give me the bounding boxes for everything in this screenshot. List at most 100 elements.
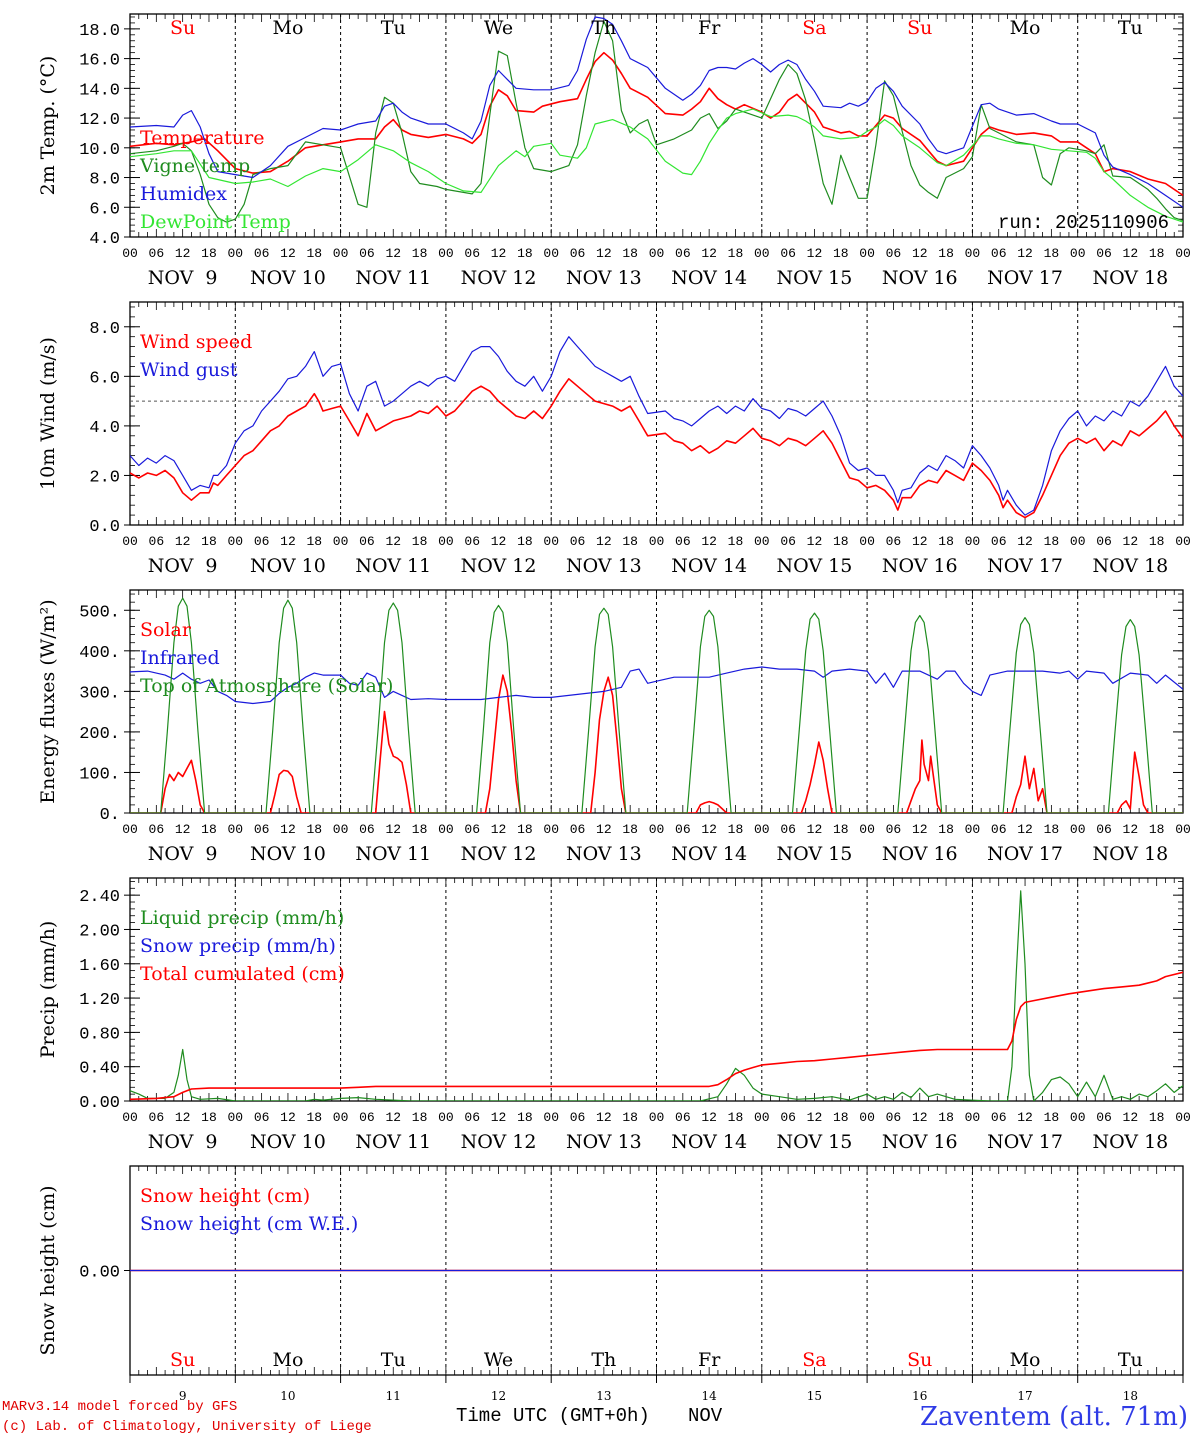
hour-tick-label: 06 bbox=[149, 246, 165, 261]
hour-tick-label: 12 bbox=[491, 1110, 507, 1125]
hour-tick-label: 00 bbox=[1070, 246, 1086, 261]
hour-tick-label: 18 bbox=[412, 822, 428, 837]
y-tick-label: 1.60 bbox=[79, 957, 120, 976]
hour-tick-label: 18 bbox=[622, 1110, 638, 1125]
hour-tick-label: 06 bbox=[1096, 1110, 1112, 1125]
legend-entry: Wind speed bbox=[140, 331, 252, 353]
y-tick-label: 0.0 bbox=[89, 518, 120, 537]
y-tick-label: 8.0 bbox=[89, 171, 120, 190]
date-label: NOV 16 bbox=[882, 1131, 958, 1153]
hour-tick-label: 12 bbox=[280, 246, 296, 261]
hour-tick-label: 18 bbox=[1044, 534, 1060, 549]
legend-entry: Vigne temp bbox=[139, 155, 250, 177]
date-label: NOV 11 bbox=[355, 843, 431, 865]
hour-tick-label: 00 bbox=[333, 534, 349, 549]
series-group bbox=[130, 890, 1183, 1101]
hour-tick-label: 06 bbox=[991, 1110, 1007, 1125]
hour-tick-label: 18 bbox=[728, 822, 744, 837]
hour-tick-label: 00 bbox=[754, 1110, 770, 1125]
hour-tick-label: 12 bbox=[912, 534, 928, 549]
hour-tick-label: 00 bbox=[649, 822, 665, 837]
hour-tick-label: 00 bbox=[333, 246, 349, 261]
hour-tick-label: 18 bbox=[306, 1110, 322, 1125]
hour-tick-label: 18 bbox=[412, 1110, 428, 1125]
series-line-wind-gust bbox=[130, 336, 1183, 516]
date-label: NOV 13 bbox=[566, 555, 642, 577]
date-label: NOV 15 bbox=[777, 1131, 853, 1153]
hour-tick-label: 18 bbox=[728, 534, 744, 549]
day-of-week-label: We bbox=[484, 1349, 513, 1371]
hour-tick-label: 06 bbox=[991, 246, 1007, 261]
hour-tick-label: 06 bbox=[570, 534, 586, 549]
series-line-infrared bbox=[130, 666, 1183, 705]
day-number-label: 9 bbox=[179, 1389, 187, 1403]
hour-tick-label: 00 bbox=[965, 534, 981, 549]
series-line-temperature bbox=[130, 51, 1183, 197]
y-tick-label: 300. bbox=[79, 684, 120, 703]
y-tick-label: 1.20 bbox=[79, 991, 120, 1010]
time-axis-label: Time UTC (GMT+0h) bbox=[456, 1405, 650, 1427]
hour-tick-label: 12 bbox=[385, 246, 401, 261]
hour-tick-label: 18 bbox=[201, 246, 217, 261]
date-label: NOV 13 bbox=[566, 267, 642, 289]
hour-tick-label: 12 bbox=[596, 1110, 612, 1125]
hour-tick-label: 06 bbox=[254, 1110, 270, 1125]
hour-tick-label: 00 bbox=[649, 534, 665, 549]
hour-tick-label: 00 bbox=[754, 822, 770, 837]
legend-entry: DewPoint Temp bbox=[140, 211, 291, 233]
hour-tick-label: 06 bbox=[149, 822, 165, 837]
date-label: NOV 11 bbox=[355, 1131, 431, 1153]
station-name: Zaventem (alt. 71m) bbox=[920, 1402, 1188, 1432]
day-of-week-label: Su bbox=[170, 17, 195, 39]
date-label: NOV 12 bbox=[461, 267, 537, 289]
day-number-label: 17 bbox=[1017, 1389, 1032, 1403]
panel-wind: 0.0 2.0 4.0 6.0 8.0 10m Wind (m/s) Wind speed W… bbox=[37, 301, 1191, 577]
date-label: NOV 13 bbox=[566, 1131, 642, 1153]
hour-tick-label: 12 bbox=[1123, 246, 1139, 261]
y-tick-label: 0.00 bbox=[79, 1094, 120, 1113]
hour-tick-label: 00 bbox=[859, 1110, 875, 1125]
hour-tick-label: 06 bbox=[464, 534, 480, 549]
hour-tick-label: 18 bbox=[1044, 822, 1060, 837]
hour-tick-label: 06 bbox=[886, 822, 902, 837]
legend-entry: Wind gust bbox=[140, 359, 238, 381]
hour-tick-label: 12 bbox=[175, 534, 191, 549]
legend-entry: Top of Atmosphere (Solar) bbox=[140, 675, 393, 697]
hour-tick-label: 12 bbox=[912, 822, 928, 837]
hour-tick-label: 00 bbox=[754, 246, 770, 261]
hour-tick-label: 18 bbox=[728, 1110, 744, 1125]
hour-tick-label: 18 bbox=[1149, 1110, 1165, 1125]
day-number-label: 10 bbox=[280, 1389, 295, 1403]
hour-tick-label: 18 bbox=[517, 1110, 533, 1125]
date-label: NOV 15 bbox=[777, 555, 853, 577]
hour-tick-label: 06 bbox=[254, 246, 270, 261]
hour-tick-label: 06 bbox=[254, 534, 270, 549]
series-line-vigne-temp bbox=[130, 20, 1183, 223]
hour-tick-label: 00 bbox=[543, 534, 559, 549]
date-label: NOV 11 bbox=[355, 267, 431, 289]
hour-tick-label: 18 bbox=[1149, 822, 1165, 837]
hour-tick-label: 00 bbox=[965, 1110, 981, 1125]
hour-tick-label: 00 bbox=[227, 1110, 243, 1125]
hour-tick-label: 12 bbox=[491, 822, 507, 837]
date-label: NOV 10 bbox=[250, 555, 326, 577]
hour-tick-label: 06 bbox=[359, 246, 375, 261]
legend-entry: Snow height (cm W.E.) bbox=[140, 1213, 358, 1235]
hour-tick-label: 00 bbox=[1070, 1110, 1086, 1125]
legend-entry: Snow height (cm) bbox=[140, 1185, 310, 1207]
hour-tick-label: 00 bbox=[227, 822, 243, 837]
hour-tick-label: 06 bbox=[464, 822, 480, 837]
day-number-label: 18 bbox=[1123, 1389, 1138, 1403]
hour-tick-label: 18 bbox=[938, 1110, 954, 1125]
hour-tick-label: 18 bbox=[517, 246, 533, 261]
y-axis-label: 10m Wind (m/s) bbox=[37, 337, 59, 490]
day-of-week-label: Th bbox=[591, 1349, 616, 1371]
day-of-week-label: Mo bbox=[272, 1349, 303, 1371]
hour-tick-label: 12 bbox=[385, 822, 401, 837]
hour-tick-label: 18 bbox=[728, 246, 744, 261]
day-of-week-label: Tu bbox=[1118, 17, 1143, 39]
hour-tick-label: 12 bbox=[807, 822, 823, 837]
date-label: NOV 14 bbox=[671, 1131, 747, 1153]
hour-tick-label: 18 bbox=[833, 822, 849, 837]
hour-tick-label: 18 bbox=[517, 534, 533, 549]
